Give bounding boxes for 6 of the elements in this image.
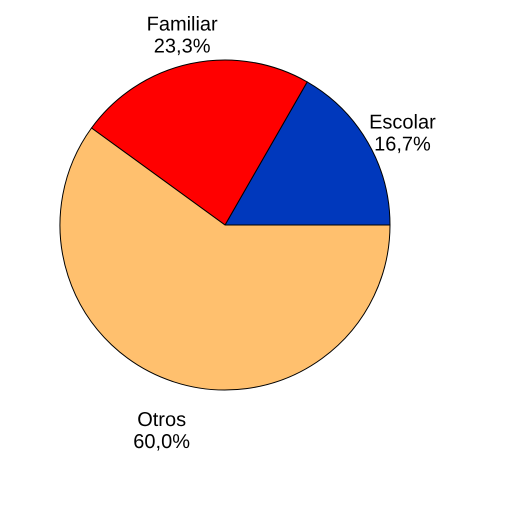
data-label: 60,0%: [133, 430, 190, 453]
slice-label: Otros: [137, 408, 186, 431]
data-label: 16,7%: [374, 133, 431, 156]
slice-label: Familiar: [146, 14, 218, 36]
data-label: 23,3%: [154, 36, 211, 58]
slice-label: Escolar: [369, 111, 436, 134]
